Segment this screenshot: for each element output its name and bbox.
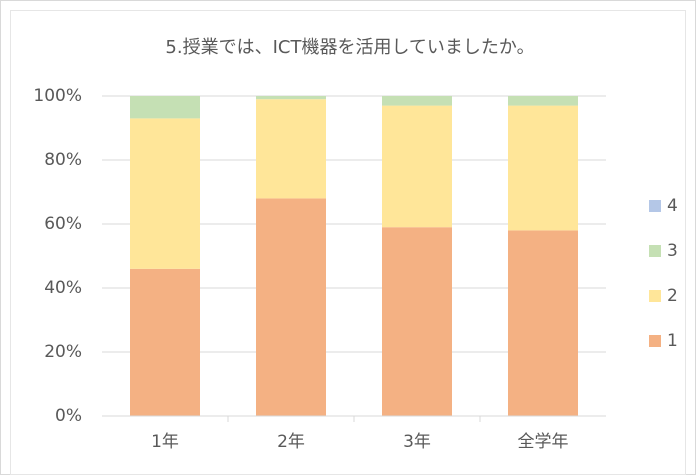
legend-label: 2: [667, 286, 678, 306]
y-tick-label: 80%: [44, 150, 82, 170]
bar-segment: [382, 105, 452, 228]
legend-swatch: [649, 200, 661, 212]
bar-segment: [256, 99, 326, 199]
legend-swatch: [649, 245, 661, 257]
bar-segment: [508, 105, 578, 231]
bar-segment: [130, 96, 200, 119]
bar-segment: [256, 96, 326, 100]
y-tick-label: 40%: [44, 278, 82, 298]
bar-segment: [382, 96, 452, 106]
bar-segment: [508, 96, 578, 106]
x-tick-label: 1年: [151, 432, 179, 452]
chart-title: 5.授業では、ICT機器を活用していましたか。: [165, 37, 534, 58]
bar-segment: [130, 118, 200, 269]
bar-segment: [130, 268, 200, 416]
legend-label: 1: [667, 331, 678, 351]
bar-segment: [382, 227, 452, 416]
bar-segment: [508, 230, 578, 416]
bar-segment: [256, 198, 326, 416]
legend-swatch: [649, 290, 661, 302]
chart-area: [10, 10, 686, 475]
legend-swatch: [649, 335, 661, 347]
x-tick-label: 3年: [403, 432, 431, 452]
legend-label: 3: [667, 241, 678, 261]
x-tick-label: 全学年: [518, 432, 569, 452]
y-tick-label: 60%: [44, 214, 82, 234]
y-tick-label: 20%: [44, 342, 82, 362]
x-tick-label: 2年: [277, 432, 305, 452]
legend-label: 4: [667, 196, 678, 216]
y-tick-label: 0%: [55, 406, 82, 426]
y-tick-label: 100%: [33, 86, 82, 106]
